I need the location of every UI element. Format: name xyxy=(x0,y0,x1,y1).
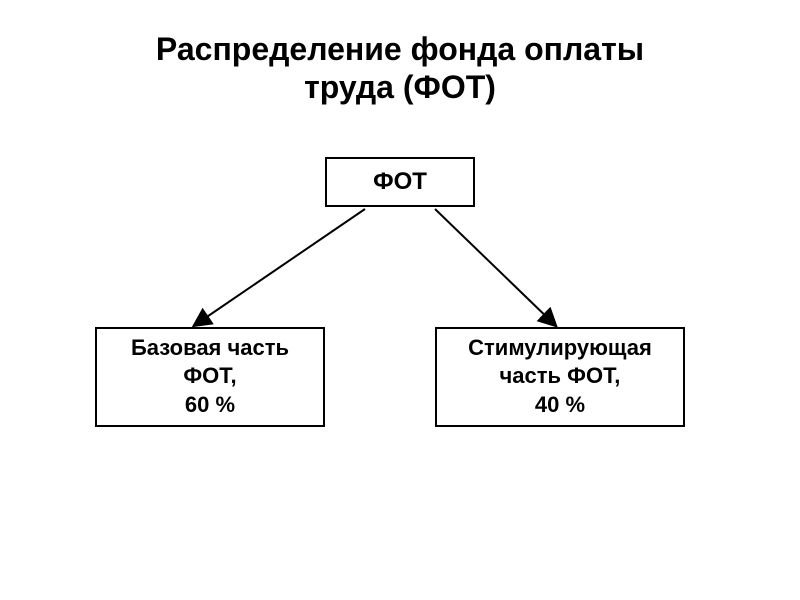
title-line-2: труда (ФОТ) xyxy=(304,69,496,105)
page-title: Распределение фонда оплаты труда (ФОТ) xyxy=(0,0,800,107)
node-root-label: ФОТ xyxy=(373,166,427,197)
edge-root-right xyxy=(435,209,555,325)
node-right-line3: 40 % xyxy=(535,392,585,417)
node-right-line1: Стимулирующая xyxy=(468,335,652,360)
edge-root-left xyxy=(195,209,365,325)
node-right-line2: часть ФОТ, xyxy=(500,363,621,388)
node-left: Базовая часть ФОТ, 60 % xyxy=(95,327,325,427)
node-left-content: Базовая часть ФОТ, 60 % xyxy=(131,334,289,420)
node-left-line3: 60 % xyxy=(185,392,235,417)
node-right: Стимулирующая часть ФОТ, 40 % xyxy=(435,327,685,427)
node-right-content: Стимулирующая часть ФОТ, 40 % xyxy=(468,334,652,420)
title-line-1: Распределение фонда оплаты xyxy=(156,31,644,67)
node-left-line1: Базовая часть xyxy=(131,335,289,360)
node-root: ФОТ xyxy=(325,157,475,207)
node-left-line2: ФОТ, xyxy=(183,363,236,388)
diagram-container: ФОТ Базовая часть ФОТ, 60 % Стимулирующа… xyxy=(0,137,800,537)
